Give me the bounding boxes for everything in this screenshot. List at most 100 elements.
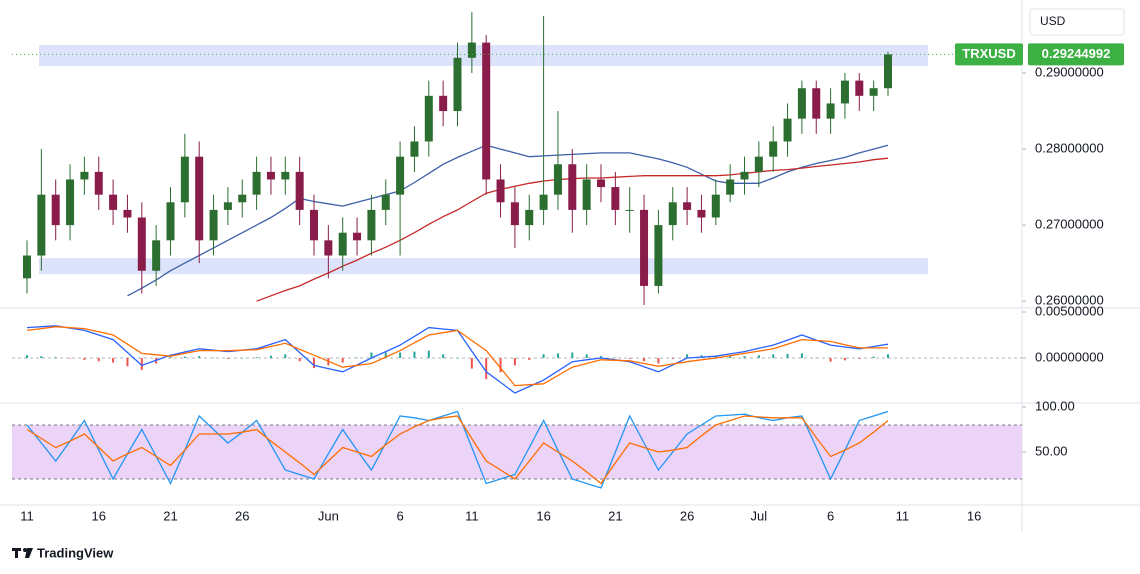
candle-body	[439, 95, 448, 112]
candle-body	[80, 171, 89, 180]
histogram-bar	[499, 358, 502, 373]
histogram-bar	[356, 357, 359, 359]
histogram-bar	[600, 356, 602, 359]
candle-body	[353, 232, 362, 241]
x-tick-label: 26	[235, 508, 249, 523]
signal-line	[26, 326, 888, 387]
x-tick-label: 16	[967, 508, 981, 523]
histogram-bar	[226, 358, 229, 359]
x-tick-label: Jun	[318, 508, 339, 523]
candle-body	[697, 209, 706, 218]
histogram-bar	[714, 356, 717, 359]
candle-body	[597, 179, 605, 188]
candle-body	[553, 164, 562, 195]
x-tick-label: 16	[536, 508, 550, 523]
candle-body	[754, 156, 763, 172]
histogram-bar	[614, 357, 617, 359]
histogram-bar	[241, 358, 244, 359]
histogram-bar	[686, 354, 689, 359]
k-line	[26, 410, 889, 489]
candle-body	[338, 232, 347, 256]
histogram-bar	[843, 358, 846, 361]
histogram-bar	[772, 354, 775, 359]
candle-body	[367, 209, 376, 241]
candle-body	[525, 209, 534, 226]
x-tick-label: 6	[396, 508, 403, 523]
histogram-bar	[456, 358, 459, 359]
histogram-bar	[413, 351, 416, 359]
histogram-bar	[858, 358, 861, 359]
currency: USD	[1040, 14, 1066, 28]
y-tick-label: 50.00	[1035, 443, 1068, 458]
candle-body	[611, 187, 620, 210]
histogram-bar	[169, 357, 172, 359]
histogram-bar	[528, 358, 531, 360]
histogram-bar	[140, 358, 143, 370]
histogram-bar	[427, 350, 430, 359]
y-tick-label: 0.27000000	[1035, 217, 1104, 232]
histogram-bar	[255, 357, 258, 359]
histogram-bar	[485, 358, 488, 380]
candle-body	[252, 171, 261, 195]
currency-box[interactable]	[1029, 8, 1125, 36]
histogram-bar	[198, 356, 201, 359]
candle-body	[180, 156, 189, 203]
histogram-bar	[470, 358, 473, 369]
candle-body	[310, 209, 318, 241]
candle-body	[482, 42, 491, 180]
histogram-bar	[800, 353, 803, 359]
candle-body	[410, 141, 419, 157]
x-tick-label: 11	[465, 508, 479, 523]
candle-body	[37, 194, 46, 256]
brand-logo	[12, 548, 33, 558]
candle-body	[109, 194, 118, 210]
symbol: TRXUSD	[962, 46, 1015, 61]
candle-body	[568, 164, 577, 210]
candle-body	[123, 209, 132, 218]
candle-body	[769, 141, 778, 157]
candle-body	[640, 209, 649, 286]
histogram-bar	[556, 353, 559, 359]
y-tick-label: 0.00000000	[1035, 349, 1104, 364]
candle-body	[683, 202, 692, 210]
histogram-bar	[757, 355, 760, 359]
histogram-bar	[657, 358, 660, 364]
histogram-bar	[887, 354, 889, 359]
x-tick-label: 26	[680, 508, 694, 523]
histogram-bar	[585, 354, 588, 359]
histogram-bar	[628, 358, 631, 359]
x-tick-label: 21	[608, 508, 622, 523]
histogram-bar	[370, 352, 373, 359]
candle-body	[324, 240, 333, 256]
candle-body	[740, 171, 749, 180]
histogram-bar	[313, 358, 315, 369]
candle-body	[137, 217, 146, 271]
candle-body	[152, 240, 161, 271]
candle-body	[223, 202, 232, 210]
candle-body	[869, 88, 878, 96]
d-line	[26, 415, 889, 485]
x-tick-label: 11	[20, 508, 34, 523]
histogram-bar	[69, 358, 72, 359]
x-tick-label: 16	[92, 508, 106, 523]
candle-body	[396, 156, 405, 195]
symbol-box	[955, 43, 1023, 66]
histogram-bar	[183, 356, 186, 359]
histogram-bar	[112, 358, 115, 363]
histogram-bar	[671, 358, 674, 359]
candle-body	[711, 194, 720, 218]
candle-body	[625, 209, 634, 211]
y-tick-label: 0.29000000	[1035, 64, 1104, 79]
histogram-bar	[513, 358, 516, 366]
candle-body	[884, 54, 892, 89]
candle-body	[726, 179, 735, 195]
candle-body	[23, 255, 31, 279]
histogram-bar	[399, 352, 402, 359]
x-tick-label: 21	[163, 508, 177, 523]
histogram-bar	[341, 358, 344, 363]
candle-body	[797, 88, 806, 119]
candle-body	[195, 156, 204, 241]
candle-body	[424, 95, 433, 142]
x-tick-label: 11	[896, 508, 910, 523]
candle-body	[66, 179, 75, 226]
